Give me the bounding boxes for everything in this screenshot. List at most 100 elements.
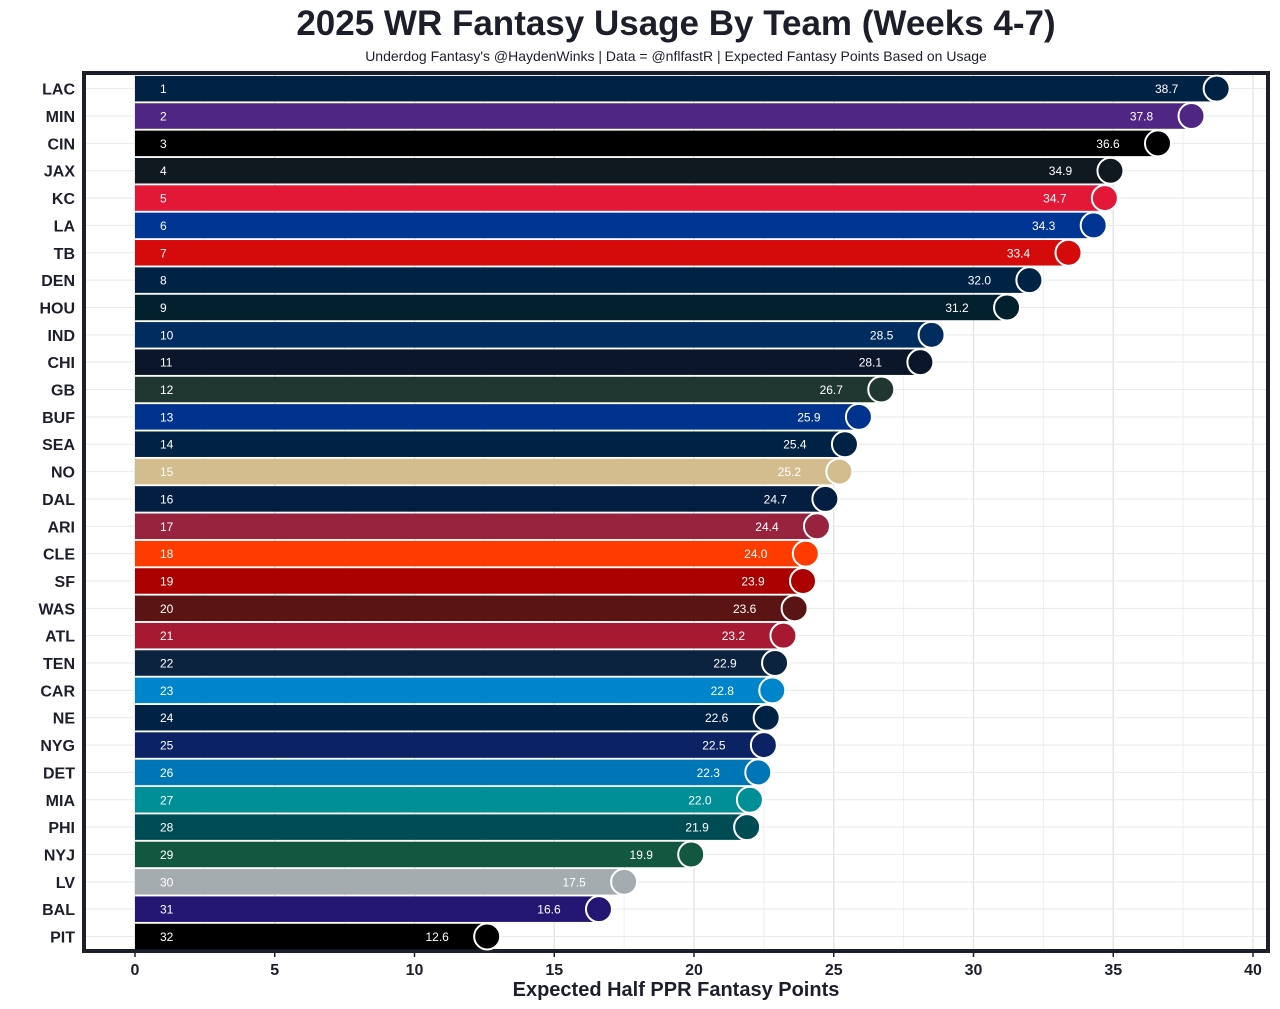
bar-was [135, 595, 795, 622]
value-label: 16.6 [537, 903, 561, 917]
rank-label: 22 [160, 657, 174, 671]
value-label: 22.0 [688, 793, 712, 807]
x-tick-label: 0 [131, 962, 140, 979]
team-label: BUF [42, 410, 75, 427]
rank-label: 28 [160, 821, 174, 835]
value-label: 34.7 [1043, 192, 1067, 206]
value-label: 23.9 [741, 574, 765, 588]
value-label: 12.6 [425, 930, 449, 944]
value-label: 22.8 [711, 684, 735, 698]
falcons-bird-icon [769, 621, 798, 650]
team-label: PHI [48, 820, 75, 837]
panthers-head-icon [758, 676, 787, 705]
rank-label: 11 [160, 356, 173, 370]
rank-label: 12 [160, 383, 174, 397]
rank-label: 31 [160, 903, 174, 917]
rank-label: 6 [160, 219, 167, 233]
bills-buffalo-icon [844, 402, 873, 431]
rank-label: 19 [160, 574, 174, 588]
rank-label: 13 [160, 410, 174, 424]
bar-ne [135, 704, 767, 731]
browns-helmet-icon [791, 539, 820, 568]
team-label: CAR [40, 683, 75, 700]
giants-ny-icon [749, 731, 778, 760]
rank-label: 4 [160, 164, 167, 178]
bar-cle [135, 540, 806, 567]
bar-chi [135, 349, 921, 375]
value-label: 25.4 [783, 438, 807, 452]
rank-label: 1 [160, 82, 167, 96]
x-tick-label: 10 [406, 962, 424, 979]
eagles-head-icon [733, 813, 762, 842]
value-label: 28.5 [870, 328, 894, 342]
texans-bull-icon [993, 293, 1022, 322]
value-label: 25.2 [778, 465, 802, 479]
buccaneers-flag-icon [1054, 238, 1083, 267]
bar-labels: 1 38.7 2 37.8 3 36.6 4 34.9 5 34.7 6 34.3 7 33.4 8 32.0… [160, 82, 1179, 944]
value-label: 37.8 [1130, 110, 1154, 124]
x-tick-label: 15 [545, 962, 563, 979]
chart-title: 2025 WR Fantasy Usage By Team (Weeks 4-7… [296, 4, 1056, 43]
rank-label: 27 [160, 793, 174, 807]
x-tick-label: 5 [270, 962, 279, 979]
team-label: JAX [44, 164, 75, 181]
bar-ind [135, 322, 932, 348]
broncos-horse-icon [1015, 266, 1044, 295]
49ers-sf-icon [789, 566, 818, 595]
titans-t-icon [761, 649, 790, 678]
team-label: SEA [42, 437, 75, 454]
raiders-shield-icon [610, 867, 639, 896]
team-label: MIA [46, 793, 76, 810]
bar-den [135, 267, 1030, 293]
rank-label: 18 [160, 547, 174, 561]
x-tick-label: 25 [825, 962, 843, 979]
rank-label: 15 [160, 465, 174, 479]
rank-label: 3 [160, 137, 167, 151]
rank-label: 14 [160, 438, 174, 452]
bar-nyj [135, 841, 692, 868]
lions-lion-icon [744, 758, 773, 787]
value-label: 33.4 [1007, 246, 1031, 260]
rank-label: 2 [160, 110, 167, 124]
bengals-b-icon [1143, 129, 1172, 158]
x-tick-label: 30 [965, 962, 983, 979]
value-label: 25.9 [797, 410, 821, 424]
team-label: ARI [47, 519, 75, 536]
x-tick-label: 40 [1244, 962, 1262, 979]
bar-det [135, 759, 759, 786]
value-label: 34.3 [1032, 219, 1056, 233]
team-label: HOU [39, 300, 75, 317]
value-label: 17.5 [562, 875, 586, 889]
value-label: 22.9 [713, 657, 737, 671]
rams-la-icon [1079, 211, 1108, 240]
rank-label: 24 [160, 711, 174, 725]
patriots-head-icon [752, 703, 781, 732]
team-label: CLE [43, 547, 75, 564]
bar-gb [135, 376, 882, 403]
team-label: PIT [50, 930, 75, 947]
commanders-w-icon [780, 594, 809, 623]
team-label: WAS [39, 601, 76, 618]
bar-tb [135, 240, 1069, 266]
bars [135, 75, 1217, 950]
rank-label: 29 [160, 848, 174, 862]
team-logos [473, 74, 1231, 951]
seahawks-head-icon [830, 430, 859, 459]
bar-pit [135, 923, 488, 950]
bears-c-icon [906, 348, 935, 377]
steelers-badge-icon [473, 922, 502, 951]
team-label: NE [53, 711, 76, 728]
team-label: LV [56, 875, 76, 892]
value-label: 22.6 [705, 711, 729, 725]
team-label: NYJ [44, 847, 75, 864]
dolphins-head-icon [735, 785, 764, 814]
rank-label: 9 [160, 301, 167, 315]
chiefs-arrowhead-icon [1090, 184, 1119, 213]
value-label: 21.9 [685, 821, 709, 835]
bar-la [135, 212, 1094, 239]
team-label: BAL [42, 902, 75, 919]
vikings-horn-icon [1177, 102, 1206, 131]
team-label: IND [47, 328, 75, 345]
bar-lac [135, 75, 1217, 102]
rank-label: 21 [160, 629, 174, 643]
